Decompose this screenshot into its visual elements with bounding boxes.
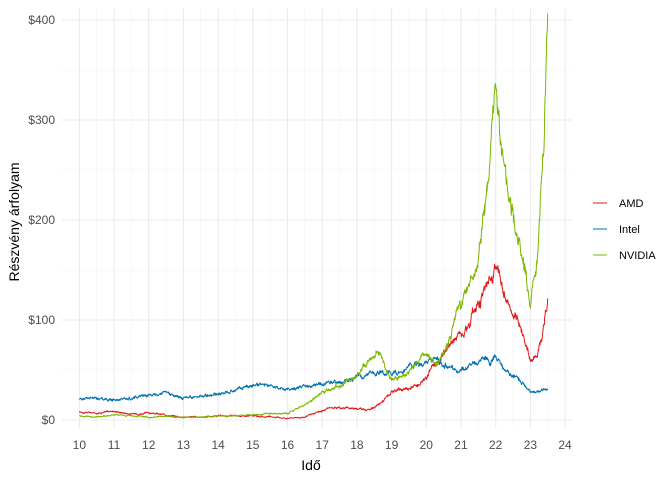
y-tick-label: $400 bbox=[28, 13, 55, 27]
x-tick-label: 15 bbox=[246, 438, 260, 452]
x-tick-label: 23 bbox=[524, 438, 538, 452]
x-tick-label: 24 bbox=[558, 438, 572, 452]
y-tick-label: $100 bbox=[28, 313, 55, 327]
x-tick-label: 17 bbox=[316, 438, 330, 452]
x-tick-label: 19 bbox=[385, 438, 399, 452]
x-tick-label: 21 bbox=[454, 438, 468, 452]
x-tick-label: 13 bbox=[177, 438, 191, 452]
x-axis-title: Idő bbox=[301, 457, 321, 473]
legend-label-intel: Intel bbox=[619, 224, 640, 236]
y-axis-title: Részvény árfolyam bbox=[6, 162, 22, 281]
y-tick-label: $0 bbox=[42, 413, 56, 427]
legend: AMD Intel NVIDIA bbox=[593, 198, 656, 262]
y-axis: $0 $100 $200 $300 $400 bbox=[28, 13, 55, 427]
series-line-intel bbox=[78, 354, 549, 402]
x-tick-label: 16 bbox=[281, 438, 295, 452]
series-line-nvidia bbox=[79, 13, 549, 419]
x-tick-label: 18 bbox=[350, 438, 364, 452]
y-tick-label: $300 bbox=[28, 113, 55, 127]
major-gridlines bbox=[62, 8, 572, 428]
y-tick-label: $200 bbox=[28, 213, 55, 227]
x-tick-label: 11 bbox=[108, 438, 121, 452]
legend-label-amd: AMD bbox=[619, 198, 644, 210]
x-tick-label: 22 bbox=[489, 438, 503, 452]
x-tick-label: 20 bbox=[420, 438, 434, 452]
x-tick-label: 14 bbox=[211, 438, 225, 452]
x-axis: 10 11 12 13 14 15 16 17 18 19 20 21 22 23 24 bbox=[73, 438, 572, 452]
plot-area bbox=[78, 13, 549, 420]
legend-label-nvidia: NVIDIA bbox=[619, 250, 656, 262]
x-tick-label: 10 bbox=[73, 438, 87, 452]
x-tick-label: 12 bbox=[142, 438, 156, 452]
series-line-amd bbox=[78, 263, 549, 420]
